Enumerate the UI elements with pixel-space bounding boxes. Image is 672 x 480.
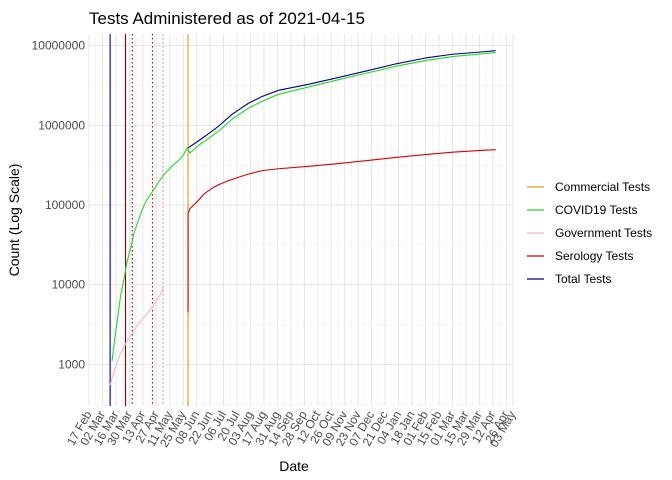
chart-title: Tests Administered as of 2021-04-15 (89, 9, 365, 28)
series-line-serology-tests (187, 149, 496, 313)
legend-label-covid19-tests: COVID19 Tests (555, 203, 637, 217)
series-line-government-tests (109, 286, 165, 386)
series-layer (109, 50, 496, 406)
legend-label-serology-tests: Serology Tests (555, 249, 634, 263)
x-axis-title: Date (279, 458, 309, 474)
legend: Commercial Tests COVID19 Tests Government … (527, 180, 652, 286)
y-tick-label: 1000000 (38, 118, 85, 132)
series-line-total-tests (187, 50, 496, 149)
y-tick-label: 10000000 (32, 39, 86, 53)
y-tick-label: 100000 (45, 198, 85, 212)
y-tick-label: 1000 (58, 357, 85, 371)
plot-panel (89, 34, 513, 406)
y-tick-label: 10000 (52, 278, 86, 292)
y-axis-title: Count (Log Scale) (6, 164, 22, 277)
legend-label-government-tests: Government Tests (555, 226, 652, 240)
series-line-covid19-tests (111, 51, 496, 362)
legend-label-total-tests: Total Tests (555, 272, 611, 286)
y-axis-ticks: 1000 10000 100000 1000000 10000000 (32, 39, 86, 372)
legend-label-commercial-tests: Commercial Tests (555, 180, 650, 194)
major-gridlines (88, 34, 514, 406)
minor-gridlines (89, 34, 513, 406)
